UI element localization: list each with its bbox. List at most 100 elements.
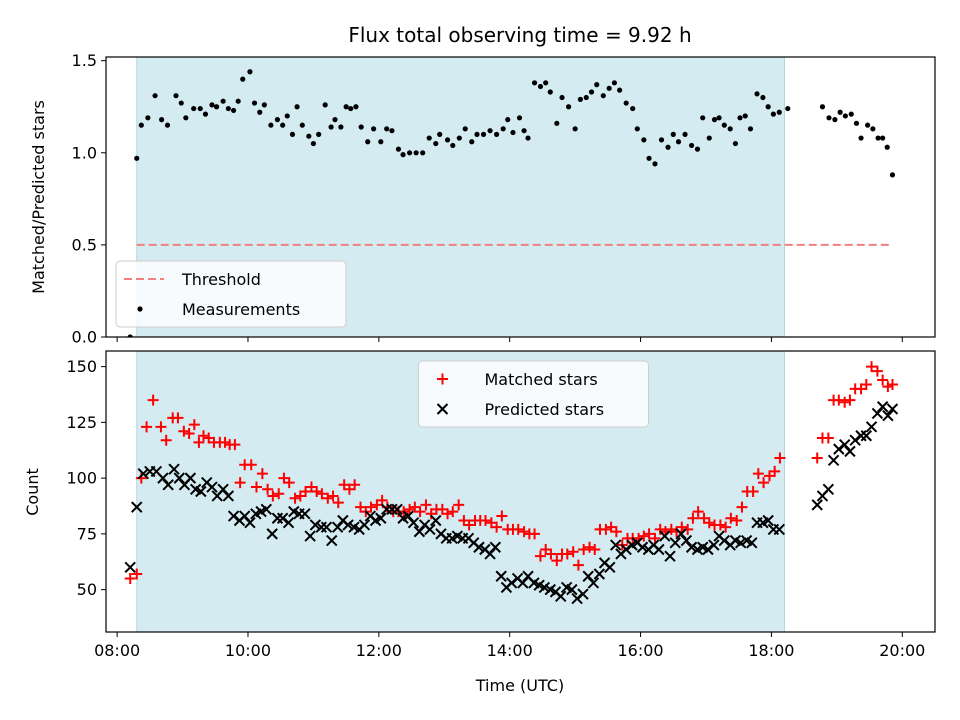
predicted-star-point bbox=[386, 503, 398, 516]
measurement-point bbox=[268, 122, 274, 128]
measurement-point bbox=[178, 100, 184, 106]
measurement-point bbox=[127, 334, 133, 337]
matched-star-point bbox=[365, 501, 377, 513]
measurement-point bbox=[880, 135, 886, 141]
legend-swatch-predicted bbox=[436, 403, 449, 415]
axes-frame-top bbox=[105, 56, 936, 338]
measurement-point bbox=[554, 120, 560, 126]
x-tick-label: 16:00 bbox=[618, 641, 664, 660]
y-axis-label-bottom: Count bbox=[23, 468, 42, 516]
predicted-star-point bbox=[571, 592, 583, 605]
measurement-point bbox=[559, 94, 565, 101]
matched-star-point bbox=[736, 501, 748, 513]
predicted-star-point bbox=[326, 534, 338, 547]
measurement-point bbox=[406, 150, 413, 156]
y-tick-label-top: 1.5 bbox=[72, 51, 97, 70]
measurement-point bbox=[826, 115, 832, 121]
measurement-point bbox=[230, 107, 237, 114]
matched-star-point bbox=[811, 452, 823, 464]
predicted-star-point bbox=[227, 510, 240, 522]
predicted-star-point bbox=[664, 550, 676, 562]
measurement-point bbox=[889, 172, 896, 178]
matched-star-point bbox=[747, 486, 759, 497]
measurement-point bbox=[378, 139, 384, 145]
predicted-star-point bbox=[131, 501, 143, 513]
measurement-point bbox=[623, 100, 629, 106]
measurement-point bbox=[858, 135, 864, 141]
matched-star-point bbox=[654, 523, 666, 535]
matched-star-point bbox=[160, 434, 172, 446]
predicted-star-point bbox=[886, 403, 899, 415]
measurement-point bbox=[819, 104, 826, 110]
matched-star-point bbox=[589, 543, 601, 555]
measurement-point bbox=[225, 105, 231, 112]
measurement-point bbox=[353, 104, 359, 110]
matched-star-point bbox=[833, 394, 845, 406]
ratio-panel: 0.0 0.5 1.0 1.5 Threshold Measurements bbox=[72, 51, 936, 347]
x-tick-label: 14:00 bbox=[487, 641, 533, 660]
measurement-point bbox=[306, 133, 312, 139]
predicted-star-point bbox=[582, 570, 594, 582]
matched-star-point bbox=[610, 526, 622, 538]
measurement-point bbox=[630, 105, 636, 112]
measurement-point bbox=[842, 113, 848, 119]
matched-star-point bbox=[256, 468, 268, 480]
measurement-point bbox=[634, 126, 640, 132]
predicted-star-point bbox=[195, 485, 207, 498]
matched-star-point bbox=[643, 528, 655, 540]
legend-label: Measurements bbox=[182, 300, 300, 319]
predicted-star-point bbox=[239, 510, 251, 522]
measurement-point bbox=[682, 131, 688, 137]
predicted-star-point bbox=[380, 503, 393, 516]
measurement-point bbox=[700, 115, 706, 121]
measurement-point bbox=[316, 131, 322, 137]
measurement-point bbox=[191, 105, 197, 112]
measurement-point bbox=[240, 76, 246, 82]
measurement-point bbox=[235, 98, 241, 104]
matched-star-point bbox=[147, 394, 159, 406]
measurement-point bbox=[721, 122, 727, 128]
matched-star-point bbox=[283, 477, 295, 489]
predicted-star-point bbox=[822, 483, 835, 495]
predicted-star-point bbox=[430, 514, 442, 527]
y-tick-label-bottom: 100 bbox=[66, 469, 97, 488]
matched-star-point bbox=[229, 439, 241, 451]
matched-star-point bbox=[420, 499, 432, 511]
measurement-point bbox=[145, 115, 151, 121]
predicted-star-point bbox=[773, 523, 785, 536]
legend-label: Predicted stars bbox=[485, 400, 605, 419]
matched-star-point bbox=[131, 568, 143, 580]
matched-star-point bbox=[262, 483, 274, 495]
measurement-point bbox=[641, 137, 647, 143]
measurement-point bbox=[543, 80, 549, 86]
matched-star-point bbox=[725, 512, 737, 524]
measurement-point bbox=[138, 122, 144, 128]
predicted-star-point bbox=[860, 430, 873, 442]
predicted-star-point bbox=[587, 577, 600, 589]
predicted-star-point bbox=[320, 521, 333, 533]
measurement-point bbox=[289, 131, 296, 137]
measurement-point bbox=[658, 137, 665, 143]
matched-star-point bbox=[822, 432, 834, 444]
matched-star-point bbox=[578, 543, 590, 555]
predicted-star-point bbox=[876, 401, 889, 413]
measurement-point bbox=[338, 124, 344, 130]
measurement-point bbox=[754, 91, 760, 97]
matched-star-point bbox=[300, 486, 312, 497]
matched-star-point bbox=[687, 512, 699, 524]
x-tick-label: 12:00 bbox=[356, 641, 402, 660]
predicted-star-point bbox=[659, 530, 671, 542]
matched-star-point bbox=[447, 506, 459, 518]
predicted-star-point bbox=[276, 512, 289, 524]
predicted-star-point bbox=[762, 514, 774, 527]
predicted-star-point bbox=[838, 438, 851, 451]
measurement-point bbox=[261, 102, 267, 108]
measurement-point bbox=[328, 124, 334, 130]
measurement-point bbox=[426, 135, 432, 141]
predicted-star-point bbox=[271, 512, 284, 524]
predicted-star-point bbox=[222, 490, 235, 502]
matched-star-point bbox=[332, 497, 344, 509]
predicted-star-point bbox=[855, 430, 867, 442]
matched-star-point bbox=[638, 530, 650, 542]
measurement-point bbox=[732, 140, 739, 147]
